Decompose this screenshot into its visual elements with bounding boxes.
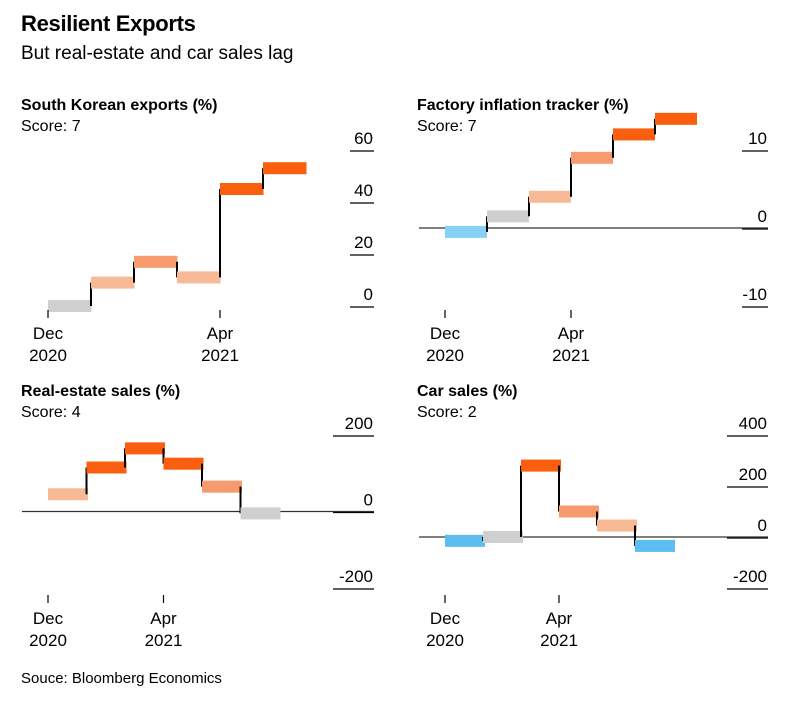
panel-title: Real-estate sales (%): [21, 383, 180, 400]
data-bar: [487, 210, 529, 223]
panel-3: Real-estate sales (%) Score: 4 200 0 -200 Dec…: [21, 383, 374, 650]
x-tick-year: 2020: [29, 631, 67, 650]
data-bar: [559, 505, 599, 518]
data-bar: [635, 539, 675, 552]
data-bar: [263, 162, 307, 175]
x-tick-month: Apr: [207, 324, 234, 343]
y-tick-label: 40: [354, 181, 373, 200]
data-bar: [48, 488, 88, 501]
y-tick-label: 400: [739, 414, 767, 433]
source-note: Souce: Bloomberg Economics: [21, 670, 222, 687]
x-tick-year: 2020: [426, 631, 464, 650]
y-tick-label: 20: [354, 233, 373, 252]
panel-1: South Korean exports (%) Score: 7 60 40 20 0 D…: [21, 97, 374, 365]
data-bar: [529, 190, 571, 203]
y-tick-label: 10: [748, 129, 767, 148]
x-tick-month: Dec: [33, 324, 64, 343]
y-tick-label: 0: [364, 285, 373, 304]
panel-title: Car sales (%): [417, 383, 518, 400]
panel-score: Score: 7: [21, 118, 81, 135]
panel-title: South Korean exports (%): [21, 97, 217, 114]
data-bar: [48, 300, 92, 312]
x-tick-year: 2021: [201, 346, 239, 365]
y-tick-label: -200: [339, 567, 373, 586]
panel-score: Score: 2: [417, 404, 477, 421]
y-tick-label: 200: [739, 465, 767, 484]
data-bar: [163, 457, 204, 470]
data-bar: [125, 442, 165, 455]
chart-title: Resilient Exports: [21, 11, 196, 36]
y-tick-label: 0: [758, 207, 767, 226]
panel-score: Score: 4: [21, 404, 81, 421]
data-bar: [220, 183, 264, 195]
x-tick-year: 2020: [426, 346, 464, 365]
x-tick-month: Dec: [33, 609, 64, 628]
y-tick-label: 60: [354, 129, 373, 148]
y-tick-label: -200: [733, 567, 767, 586]
data-bar: [571, 151, 613, 164]
data-bar: [86, 461, 127, 474]
data-bar: [134, 255, 178, 268]
y-tick-label: -10: [742, 285, 767, 304]
data-bar: [613, 128, 655, 141]
data-bar: [202, 480, 242, 493]
data-bar: [445, 225, 487, 238]
x-tick-year: 2021: [145, 631, 183, 650]
x-tick-month: Dec: [430, 609, 461, 628]
y-tick-label: 0: [364, 491, 373, 510]
y-tick-label: 0: [758, 516, 767, 535]
panel-4: Car sales (%) Score: 2 400 200 0 -200 Dec 2020 A…: [417, 383, 768, 650]
panel-title: Factory inflation tracker (%): [417, 97, 629, 114]
data-bar: [445, 534, 485, 547]
data-bar: [91, 276, 135, 289]
chart-subtitle: But real-estate and car sales lag: [21, 43, 294, 64]
x-tick-month: Apr: [150, 609, 177, 628]
panel-score: Score: 7: [417, 118, 477, 135]
data-bar: [521, 459, 561, 472]
y-tick-label: 200: [345, 414, 373, 433]
data-bar: [597, 519, 637, 532]
data-bar: [655, 112, 697, 125]
data-bar: [177, 271, 221, 284]
x-tick-year: 2021: [540, 631, 578, 650]
panel-2: Factory inflation tracker (%) Score: 7 10 0…: [417, 97, 768, 365]
data-bar: [240, 507, 281, 520]
x-tick-month: Apr: [546, 609, 573, 628]
x-tick-year: 2020: [29, 346, 67, 365]
x-tick-month: Dec: [430, 324, 461, 343]
data-bar: [483, 531, 523, 543]
x-tick-month: Apr: [558, 324, 585, 343]
x-tick-year: 2021: [552, 346, 590, 365]
